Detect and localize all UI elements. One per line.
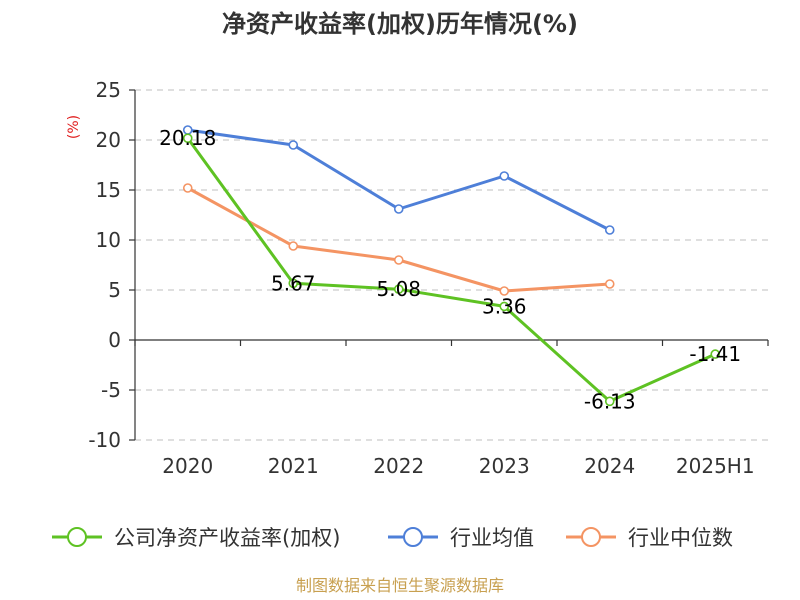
- data-point: [604, 396, 615, 407]
- y-tick-label: 20: [96, 128, 121, 152]
- data-labels: 20.18 5.67 5.08 3.36 -6.13 -1.41: [159, 126, 741, 413]
- data-point: [604, 225, 615, 235]
- legend-item-0: 公司净资产收益率(加权): [52, 526, 340, 550]
- y-tick-label: 15: [96, 178, 121, 202]
- series-2: [182, 183, 615, 296]
- data-point: [393, 255, 404, 265]
- legend-label: 公司净资产收益率(加权): [114, 526, 340, 550]
- y-tick-label: 5: [108, 278, 121, 302]
- data-point: [288, 241, 299, 251]
- tick-labels: 25 20 15 10 5 0 -5 -10 2020 2021 2022 2023 2024 2025H…: [88, 78, 754, 478]
- data-point: [499, 301, 510, 312]
- data-point: [182, 183, 193, 193]
- x-tick-label: 2022: [373, 454, 424, 478]
- data-point: [710, 349, 721, 359]
- y-tick-label: -5: [101, 378, 121, 402]
- series-line: [186, 137, 716, 403]
- x-tick-label: 2023: [479, 454, 530, 478]
- x-tick-label: 2024: [584, 454, 635, 478]
- y-tick-label: 0: [108, 328, 121, 352]
- grid-lines: [135, 89, 768, 441]
- data-label: -1.41: [689, 342, 741, 366]
- y-axis-unit-label: (%): [66, 115, 82, 139]
- y-tick-label: 10: [96, 228, 121, 252]
- legend-item-2: 行业中位数: [566, 526, 733, 550]
- series-lines: [182, 125, 721, 407]
- data-point: [288, 278, 299, 289]
- source-note: 制图数据来自恒生聚源数据库: [296, 576, 504, 595]
- data-point: [288, 140, 299, 150]
- legend-marker: [581, 527, 601, 547]
- y-tick-label: 25: [96, 78, 121, 102]
- x-tick-label: 2021: [268, 454, 319, 478]
- legend-label: 行业均值: [450, 526, 534, 550]
- legend-marker: [67, 527, 87, 547]
- y-tick-label: -10: [88, 428, 121, 452]
- series-line: [187, 128, 611, 232]
- data-point: [499, 286, 510, 296]
- legend: 公司净资产收益率(加权) 行业均值 行业中位数: [52, 526, 733, 550]
- data-point: [393, 284, 404, 295]
- chart-title: 净资产收益率(加权)历年情况(%): [222, 10, 578, 38]
- legend-item-1: 行业均值: [388, 526, 534, 550]
- x-tick-label: 2025H1: [676, 454, 755, 478]
- data-label: 5.08: [376, 277, 421, 301]
- data-label: 3.36: [482, 294, 527, 318]
- axes: [129, 89, 769, 441]
- legend-marker: [403, 527, 423, 547]
- data-label: 5.67: [271, 271, 316, 295]
- series-1: [182, 125, 615, 235]
- data-label: -6.13: [584, 389, 636, 413]
- x-tick-label: 2020: [162, 454, 213, 478]
- data-point: [499, 171, 510, 181]
- data-label: 20.18: [159, 126, 216, 150]
- data-point: [393, 204, 404, 214]
- legend-label: 行业中位数: [628, 526, 733, 550]
- series-0: [182, 133, 721, 407]
- data-point: [182, 133, 193, 143]
- data-point: [604, 279, 615, 289]
